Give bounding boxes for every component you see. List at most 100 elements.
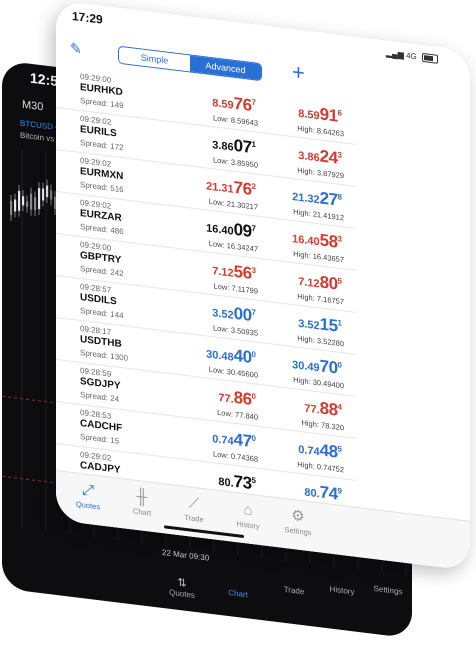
candle-body (34, 197, 37, 211)
bid-prefix: 0.74 (212, 433, 234, 448)
segment-simple[interactable]: Simple (119, 46, 190, 72)
quote-spread: Spread: 242 (80, 263, 124, 279)
front-phone: 17:29 ▂▄▆ 4G ✎ Simple Advanced + 09:29:0… (56, 0, 470, 623)
bid-pips: 86 (233, 387, 252, 410)
bid-fraction: 0 (251, 391, 256, 402)
bid-pips: 56 (233, 261, 252, 284)
tab-label: History (236, 519, 260, 532)
quote-symbol: CADCHF (80, 417, 123, 435)
ask-pips: 27 (319, 188, 338, 210)
candle-body (38, 187, 41, 210)
ask-pips: 24 (319, 146, 338, 168)
bid-fraction: 7 (251, 307, 256, 318)
bid-prefix: 8.59 (212, 97, 234, 112)
ask-pips: 88 (319, 398, 338, 420)
bid-prefix: 80. (218, 475, 234, 490)
bid-pips: 76 (233, 93, 252, 116)
ask-prefix: 77. (304, 402, 320, 417)
tab-chart[interactable]: ╫ Chart (114, 484, 170, 520)
bid-fraction: 0 (251, 349, 256, 360)
quote-symbol: EURZAR (80, 207, 122, 225)
quote-list: 09:29:00 EURHKD Spread: 149 8.59767 Low: 8.5… (56, 66, 356, 523)
quote-spread: Spread: 486 (80, 221, 124, 237)
tab-label: Chart (132, 506, 152, 518)
ask-pips: 91 (319, 104, 338, 126)
candle-body (22, 196, 25, 206)
ask-prefix: 30.49 (292, 358, 320, 375)
ask-fraction: 1 (337, 318, 342, 328)
ask-fraction: 3 (337, 150, 342, 160)
bid-prefix: 77. (218, 391, 234, 406)
ask-pips: 80 (319, 272, 338, 294)
candle-body (46, 185, 49, 198)
bid-fraction: 5 (251, 475, 256, 486)
candle-body (18, 190, 21, 211)
ask-prefix: 8.59 (298, 107, 320, 123)
ask-prefix: 21.32 (292, 190, 320, 207)
bid-prefix: 3.86 (212, 139, 234, 154)
tab-label: Trade (184, 512, 204, 525)
tab-settings[interactable]: ⚙ Settings (270, 503, 326, 539)
bid-prefix: 7.12 (212, 265, 234, 280)
pencil-icon[interactable]: ✎ (70, 39, 82, 58)
tab-label: Settings (284, 525, 312, 538)
ask-prefix: 7.12 (298, 275, 320, 291)
signal-icon: ▂▄▆ (385, 48, 404, 60)
bid-pips: 09 (233, 219, 252, 242)
battery-icon (422, 53, 438, 65)
bid-fraction: 1 (251, 139, 256, 150)
bid-pips: 00 (233, 303, 252, 326)
quote-symbol: USDTHB (80, 333, 122, 351)
quote-spread: Spread: 172 (80, 137, 124, 153)
quote-spread: Spread: 15 (80, 431, 120, 446)
ask-prefix: 3.52 (298, 317, 320, 333)
bid-pips: 40 (233, 345, 252, 368)
bid-pips: 76 (233, 177, 252, 200)
ask-prefix: 3.86 (298, 149, 320, 165)
ask-fraction: 3 (337, 234, 342, 244)
bid-fraction: 0 (251, 433, 256, 444)
ask-pips: 74 (319, 482, 338, 504)
candle-body (26, 201, 29, 207)
bid-prefix: 16.40 (206, 222, 234, 238)
status-indicators: ▂▄▆ 4G (386, 49, 438, 65)
bid-fraction: 3 (251, 265, 256, 276)
ask-fraction: 6 (337, 108, 342, 118)
quote-spread: Spread: 1300 (80, 347, 129, 363)
back-tab-label: Quotes (169, 587, 195, 600)
add-symbol-button[interactable]: + (292, 58, 305, 86)
quote-spread: Spread: 24 (80, 389, 120, 404)
bid-fraction: 7 (251, 97, 256, 108)
bid-pips: 07 (233, 135, 252, 158)
quote-symbol: GBPTRY (80, 249, 122, 267)
candle-body (42, 188, 45, 201)
quote-spread: Spread: 149 (80, 95, 124, 111)
bid-pips: 73 (233, 471, 252, 494)
ask-pips: 70 (319, 356, 338, 378)
tab-label: Quotes (75, 499, 101, 512)
candle-body (54, 196, 57, 210)
ask-pips: 15 (319, 314, 338, 336)
quote-symbol: USDILS (80, 291, 117, 308)
candle-body (14, 199, 17, 212)
ask-pips: 48 (319, 440, 338, 462)
bid-prefix: 30.48 (206, 348, 234, 364)
tab-history[interactable]: ⌂ History (220, 497, 276, 533)
ask-fraction: 5 (337, 276, 342, 286)
timeframe-label[interactable]: M30 (22, 98, 44, 114)
tab-trade[interactable]: ⟋ Trade (166, 491, 222, 527)
quote-symbol: EURILS (80, 123, 117, 140)
quote-spread: Spread: 516 (80, 179, 124, 195)
status-time: 17:29 (72, 8, 103, 27)
front-phone-screen: 17:29 ▂▄▆ 4G ✎ Simple Advanced + 09:29:0… (56, 0, 470, 571)
tab-quotes[interactable]: ⤢ Quotes (60, 477, 116, 513)
candle-body (30, 193, 33, 210)
quote-spread: Spread: 144 (80, 305, 124, 321)
ask-prefix: 0.74 (298, 443, 320, 459)
bid-pips: 47 (233, 429, 252, 452)
segment-advanced[interactable]: Advanced (190, 55, 261, 81)
network-label: 4G (406, 50, 417, 62)
ask-fraction: 5 (337, 444, 342, 454)
ask-fraction: 0 (337, 360, 342, 370)
candle-body (10, 200, 13, 216)
